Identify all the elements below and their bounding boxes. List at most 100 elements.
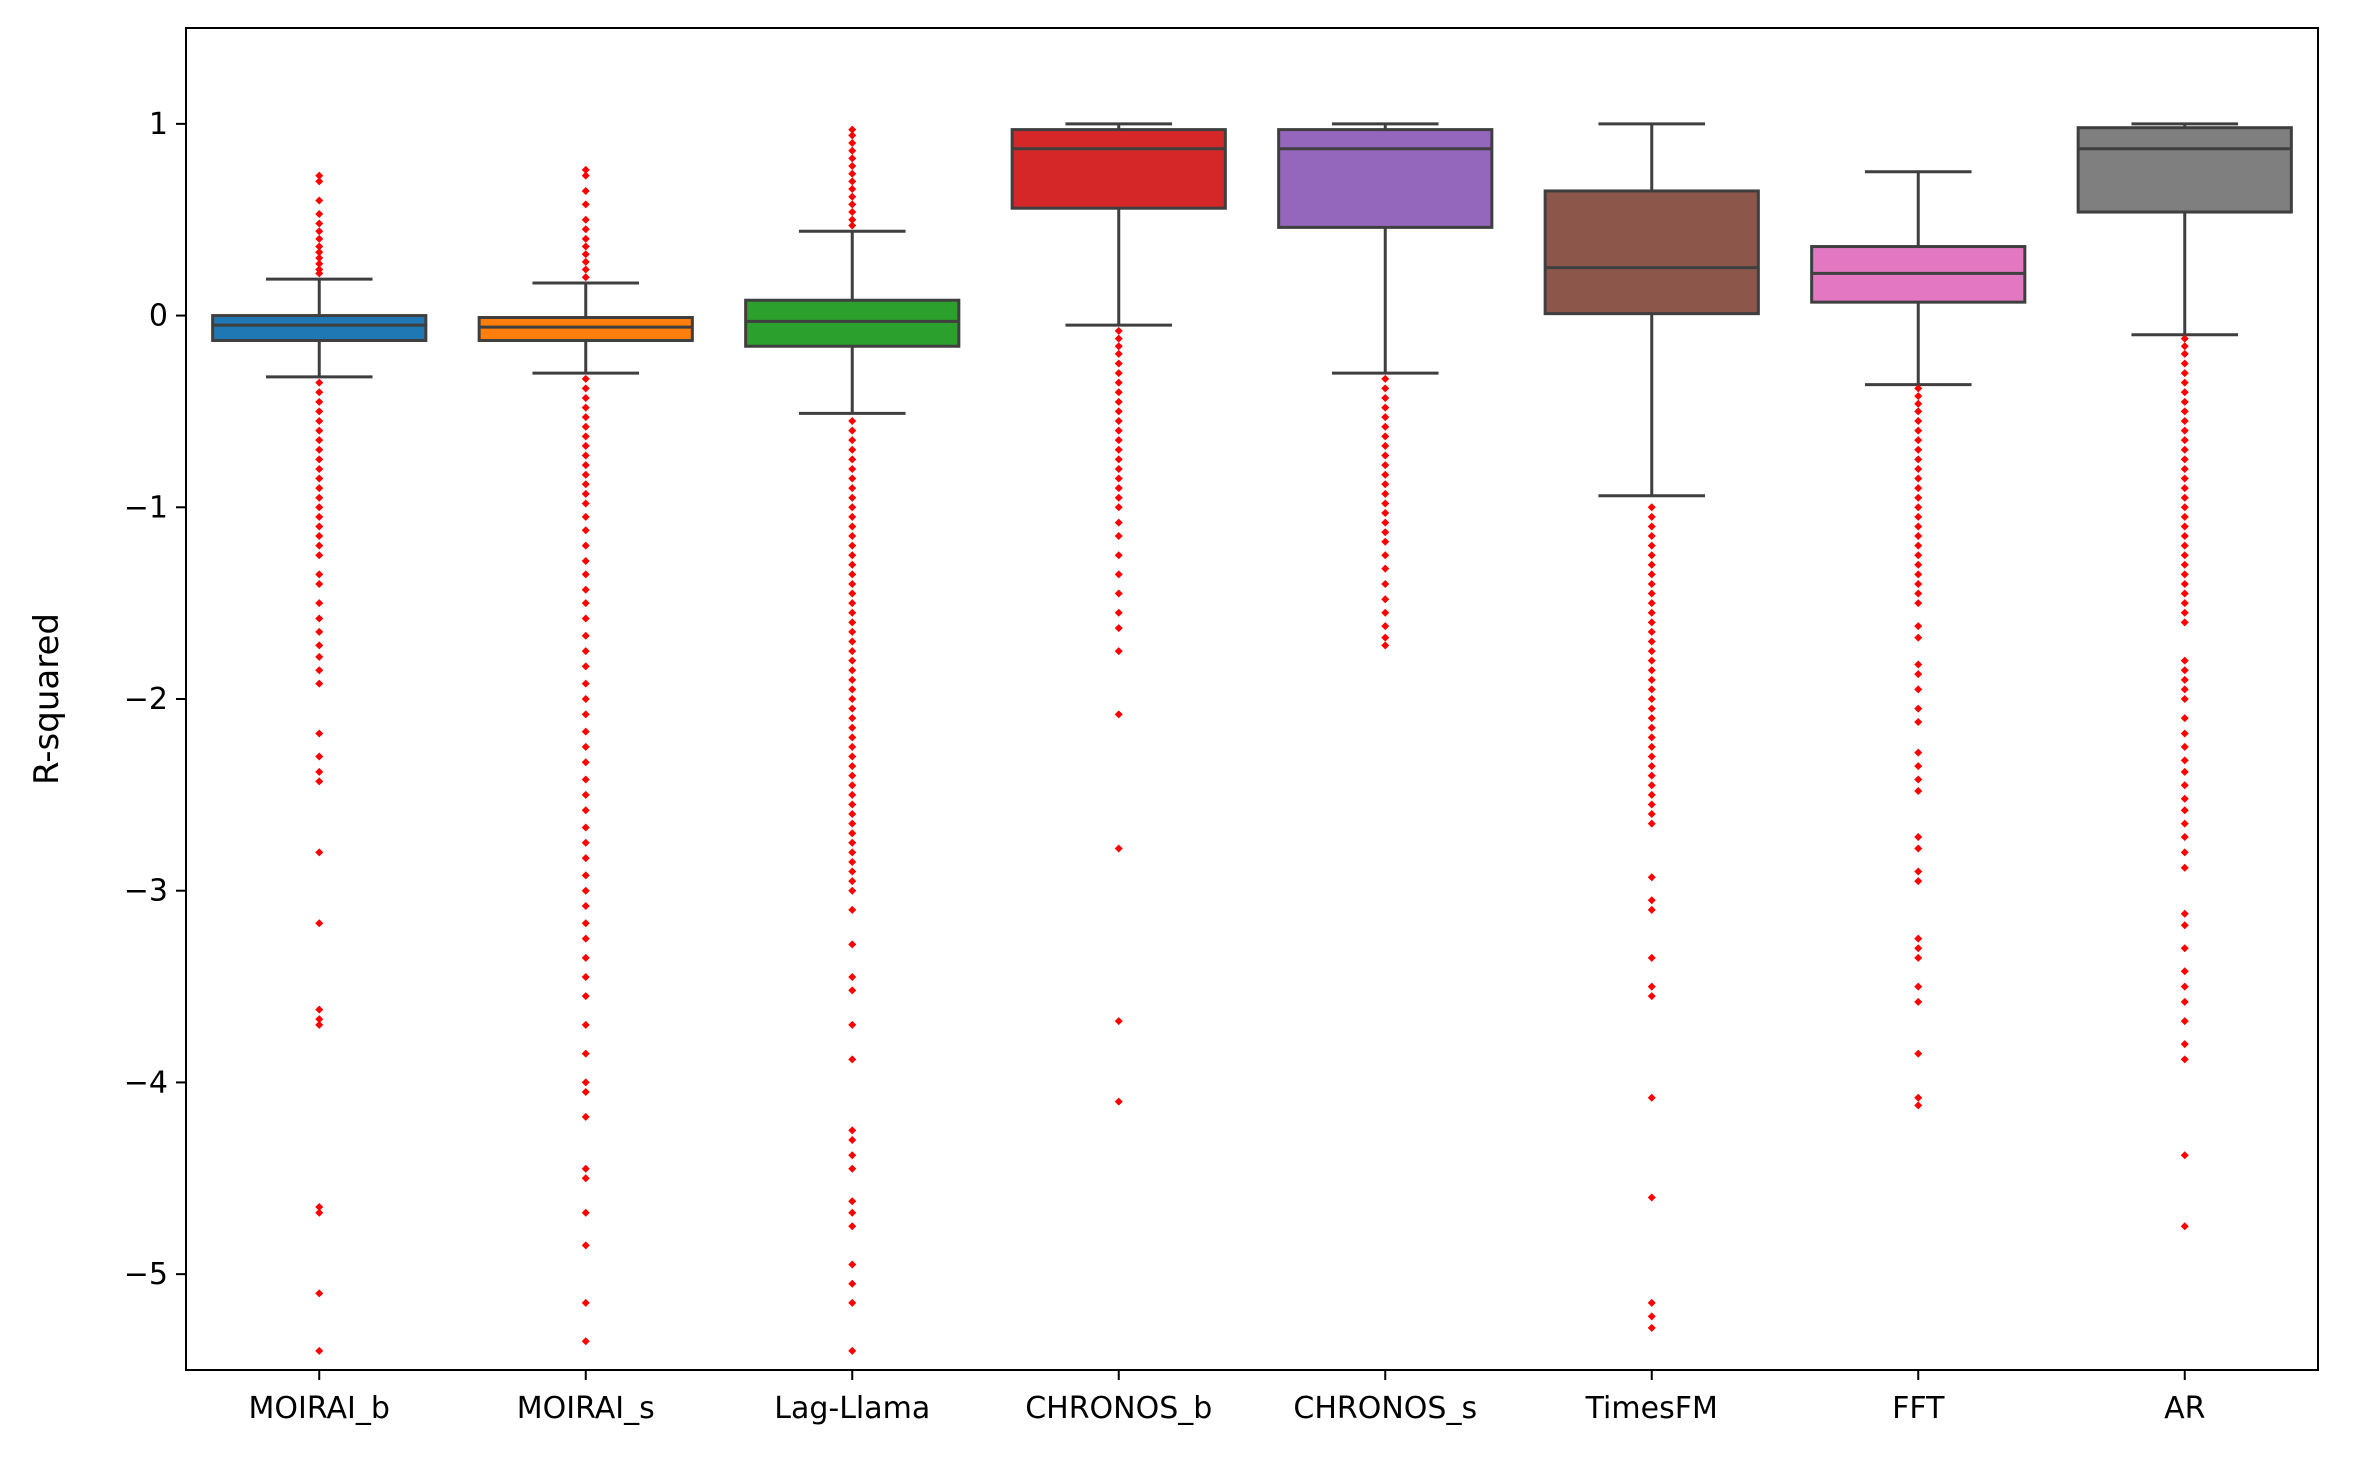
outlier-point [581, 992, 590, 1001]
outlier-point [1914, 503, 1923, 512]
outlier-point [315, 1203, 324, 1212]
outlier-point [848, 169, 857, 178]
outlier-point [848, 221, 857, 230]
outlier-point [1914, 541, 1923, 550]
outlier-point [2180, 1151, 2189, 1160]
outlier-point [1647, 570, 1656, 579]
outlier-point [1114, 342, 1123, 351]
iqr-box [477, 315, 694, 342]
outlier-point [581, 1020, 590, 1029]
outlier-point [315, 219, 324, 228]
outlier-point [1114, 378, 1123, 387]
outlier-point [581, 394, 590, 403]
outlier-point [1914, 997, 1923, 1006]
outlier-point [1647, 896, 1656, 905]
outlier-point [2180, 1017, 2189, 1026]
outlier-point [2180, 369, 2189, 378]
outlier-point [315, 378, 324, 387]
outlier-point [1914, 1049, 1923, 1058]
outlier-point [581, 1298, 590, 1307]
outlier-point [581, 790, 590, 799]
outlier-point [2180, 493, 2189, 502]
outlier-point [848, 208, 857, 217]
outlier-point [581, 710, 590, 719]
outlier-point [848, 1208, 857, 1217]
outlier-point [1914, 670, 1923, 679]
outlier-point [1914, 982, 1923, 991]
outlier-point [581, 647, 590, 656]
outlier-point [2180, 522, 2189, 531]
outlier-point [315, 445, 324, 454]
outlier-point [2180, 863, 2189, 872]
outlier-point [2180, 436, 2189, 445]
outlier-point [1381, 384, 1390, 393]
outlier-point [2180, 944, 2189, 953]
iqr-box [211, 314, 428, 342]
outlier-point [848, 781, 857, 790]
outlier-point [2180, 608, 2189, 617]
outlier-point [848, 771, 857, 780]
outlier-point [848, 886, 857, 895]
outlier-point [1914, 622, 1923, 631]
outlier-point [1647, 560, 1656, 569]
outlier-point [315, 614, 324, 623]
outlier-point [848, 474, 857, 483]
outlier-point [315, 407, 324, 416]
outlier-point [581, 470, 590, 479]
plot-frame [185, 27, 2319, 1371]
outlier-point [581, 823, 590, 832]
outlier-point [1914, 522, 1923, 531]
outlier-point [1914, 633, 1923, 642]
outlier-point [581, 614, 590, 623]
outlier-point [1914, 455, 1923, 464]
outlier-point [1914, 1101, 1923, 1110]
outlier-point [2180, 417, 2189, 426]
outlier-point [2180, 503, 2189, 512]
outlier-point [581, 374, 590, 383]
outlier-point [1914, 384, 1923, 393]
outlier-point [1114, 647, 1123, 656]
outlier-point [1647, 1193, 1656, 1202]
x-tick-label: CHRONOS_s [1293, 1391, 1477, 1426]
iqr-box [744, 298, 961, 348]
outlier-point [1914, 474, 1923, 483]
outlier-point [848, 154, 857, 163]
outlier-point [581, 413, 590, 422]
outlier-point [581, 489, 590, 498]
outlier-point [315, 767, 324, 776]
outlier-point [581, 662, 590, 671]
outlier-point [581, 1088, 590, 1097]
outlier-point [581, 585, 590, 594]
outlier-point [1114, 518, 1123, 527]
outlier-point [1381, 537, 1390, 546]
outlier-point [1381, 499, 1390, 508]
outlier-point [1114, 369, 1123, 378]
outlier-point [1914, 704, 1923, 713]
outlier-point [1647, 905, 1656, 914]
outlier-point [1914, 392, 1923, 401]
iqr-box [1277, 128, 1494, 229]
outlier-point [1114, 436, 1123, 445]
outlier-point [848, 742, 857, 751]
outlier-point [581, 451, 590, 460]
outlier-point [1914, 867, 1923, 876]
outlier-point [1381, 595, 1390, 604]
outlier-point [315, 1346, 324, 1355]
outlier-point [1914, 493, 1923, 502]
outlier-point [1114, 589, 1123, 598]
outlier-point [848, 857, 857, 866]
outlier-point [848, 426, 857, 435]
outlier-point [1114, 532, 1123, 541]
outlier-point [848, 455, 857, 464]
outlier-point [2180, 756, 2189, 765]
outlier-point [315, 1208, 324, 1217]
outlier-point [315, 196, 324, 205]
outlier-point [1114, 710, 1123, 719]
outlier-point [1647, 800, 1656, 809]
outlier-point [1914, 589, 1923, 598]
outlier-point [581, 758, 590, 767]
outlier-point [2180, 1040, 2189, 1049]
outlier-point [581, 1241, 590, 1250]
outlier-point [581, 886, 590, 895]
outlier-point [1381, 489, 1390, 498]
